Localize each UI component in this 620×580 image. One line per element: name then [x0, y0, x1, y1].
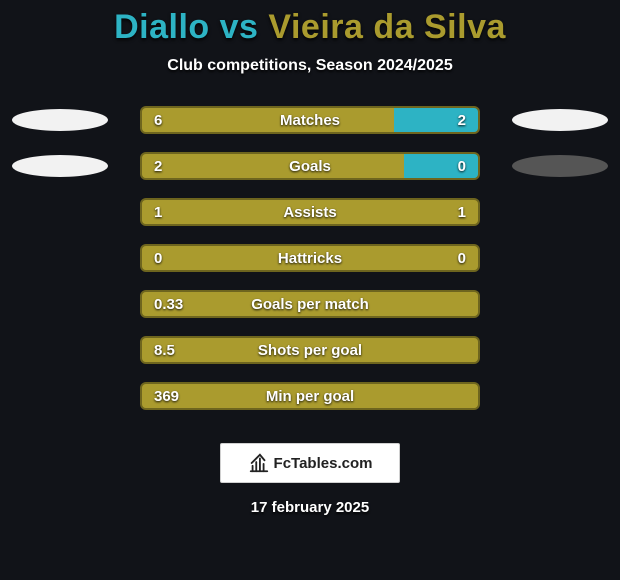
bar-fill-left	[142, 108, 394, 132]
title-player2: Vieira da Silva	[268, 8, 505, 46]
stat-value-right: 2	[458, 108, 466, 132]
bar-fill-left	[142, 154, 404, 178]
club-badge-left	[10, 107, 110, 133]
stat-row: 20Goals	[0, 145, 620, 191]
date-text: 17 february 2025	[0, 499, 620, 516]
stat-value-right: 1	[458, 200, 466, 224]
stat-value-left: 2	[154, 154, 162, 178]
stat-value-left: 8.5	[154, 338, 175, 362]
stat-value-right: 0	[458, 154, 466, 178]
bar-fill-left	[142, 338, 478, 362]
title-player1: Diallo	[114, 8, 210, 46]
bar-fill-left	[142, 292, 478, 316]
stat-row: 369Min per goal	[0, 375, 620, 421]
stat-value-left: 0	[154, 246, 162, 270]
club-badge-right	[510, 153, 610, 179]
stat-bar: 369Min per goal	[140, 382, 480, 410]
chart-icon	[248, 452, 270, 474]
stat-value-left: 6	[154, 108, 162, 132]
stat-row: 62Matches	[0, 99, 620, 145]
bar-fill-left	[142, 200, 478, 224]
club-badge-right	[510, 107, 610, 133]
stat-value-left: 1	[154, 200, 162, 224]
bar-fill-left	[142, 384, 478, 408]
title-vs: vs	[220, 8, 259, 46]
stat-row: 11Assists	[0, 191, 620, 237]
stat-row: 8.5Shots per goal	[0, 329, 620, 375]
watermark-badge: FcTables.com	[220, 443, 400, 483]
club-badge-left	[10, 153, 110, 179]
stat-bar: 62Matches	[140, 106, 480, 134]
stat-rows: 62Matches20Goals11Assists00Hattricks0.33…	[0, 99, 620, 421]
bar-fill-right	[404, 154, 478, 178]
stat-bar: 00Hattricks	[140, 244, 480, 272]
watermark-text: FcTables.com	[274, 455, 373, 472]
stat-value-left: 0.33	[154, 292, 183, 316]
stat-row: 0.33Goals per match	[0, 283, 620, 329]
stat-row: 00Hattricks	[0, 237, 620, 283]
subtitle: Club competitions, Season 2024/2025	[0, 57, 620, 75]
stat-bar: 11Assists	[140, 198, 480, 226]
bar-fill-left	[142, 246, 478, 270]
stat-value-right: 0	[458, 246, 466, 270]
stat-bar: 0.33Goals per match	[140, 290, 480, 318]
stat-bar: 20Goals	[140, 152, 480, 180]
stat-bar: 8.5Shots per goal	[140, 336, 480, 364]
page-title: Diallo vs Vieira da Silva	[0, 0, 620, 47]
stat-value-left: 369	[154, 384, 179, 408]
